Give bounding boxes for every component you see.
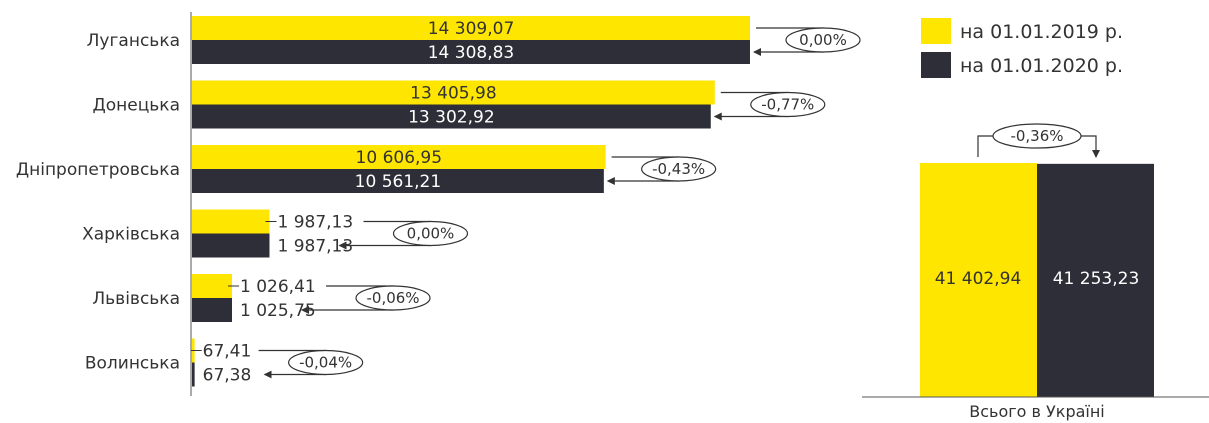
bar-2020 — [192, 104, 711, 129]
bar-2019 — [192, 145, 606, 169]
value-label-2019: 14 309,07 — [428, 19, 515, 39]
category-label: Дніпропетровська — [16, 160, 180, 180]
bar-2020 — [192, 362, 195, 387]
category-label: Харківська — [82, 225, 180, 245]
value-label-2020: 13 302,92 — [408, 108, 495, 128]
change-badge — [288, 349, 364, 376]
bar-2019 — [192, 16, 750, 40]
total-change-badge — [992, 123, 1082, 149]
value-label-2019: 1 987,13 — [277, 213, 353, 233]
value-label-2019: 10 606,95 — [356, 148, 443, 168]
bar-2020 — [192, 298, 233, 322]
category-label: Волинська — [85, 354, 180, 374]
legend-label: на 01.01.2020 р. — [960, 55, 1123, 77]
bar-2019 — [192, 274, 233, 298]
change-badge — [750, 91, 826, 118]
legend-swatch — [921, 18, 951, 44]
change-badge — [641, 156, 717, 182]
value-label-2019: 67,41 — [203, 342, 252, 362]
value-label-2020: 1 025,75 — [240, 301, 316, 321]
change-label: -0,06% — [366, 289, 419, 307]
total-value-2019: 41 402,94 — [935, 269, 1022, 289]
change-label: -0,43% — [652, 160, 705, 178]
bar-2019 — [192, 80, 715, 105]
value-label-2020: 1 987,13 — [277, 237, 353, 257]
value-label-2019: 13 405,98 — [410, 84, 497, 104]
change-label: 0,00% — [799, 31, 847, 49]
legend-label: на 01.01.2019 р. — [960, 21, 1123, 43]
change-label: -0,77% — [761, 96, 814, 114]
total-bar-2020 — [1037, 163, 1154, 397]
bar-2020 — [192, 233, 270, 258]
category-label: Донецька — [92, 96, 180, 116]
category-label: Львівська — [92, 289, 180, 309]
total-change-label: -0,36% — [1010, 127, 1063, 145]
change-badge — [785, 27, 861, 53]
value-label-2020: 14 308,83 — [428, 43, 515, 63]
bar-2020 — [192, 169, 604, 193]
category-label: Луганська — [87, 31, 180, 51]
value-label-2020: 67,38 — [203, 366, 252, 386]
legend-swatch — [921, 52, 951, 78]
value-label-2019: 1 026,41 — [240, 277, 316, 297]
total-value-2020: 41 253,23 — [1053, 269, 1140, 289]
change-badge — [392, 220, 469, 247]
bar-2020 — [192, 40, 750, 64]
total-category-label: Всього в Україні — [969, 402, 1105, 421]
bar-2019 — [192, 209, 270, 234]
change-badge — [355, 285, 431, 311]
change-label: 0,00% — [407, 225, 455, 243]
total-bar-2019 — [920, 163, 1037, 397]
change-label: -0,04% — [299, 354, 352, 372]
value-label-2020: 10 561,21 — [355, 172, 442, 192]
